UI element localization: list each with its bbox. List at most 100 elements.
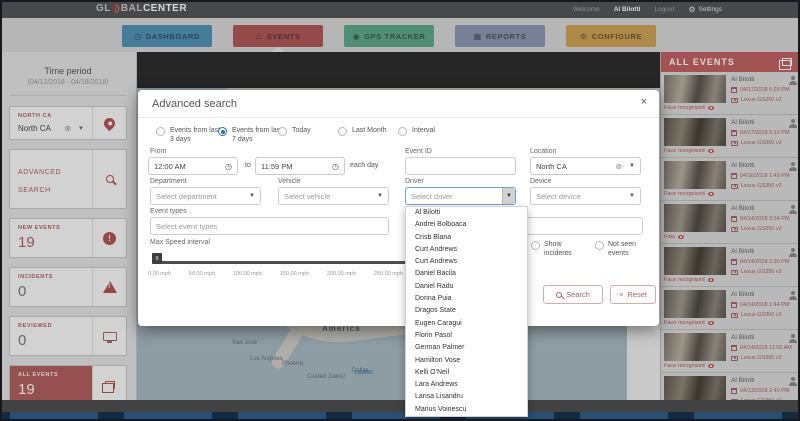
incidents-card[interactable]: INCIDENTS 0 bbox=[9, 267, 127, 307]
advanced-search-icon-box[interactable] bbox=[92, 150, 126, 208]
event-id-input[interactable] bbox=[405, 157, 516, 175]
clear-icon[interactable]: ⊗ bbox=[64, 124, 72, 133]
close-icon[interactable]: × bbox=[640, 96, 647, 108]
department-select[interactable]: Select department ▼ bbox=[150, 187, 261, 205]
radio-events-3-days[interactable]: Events from last 3 days bbox=[156, 126, 222, 145]
not-seen-label: Not seen events bbox=[608, 241, 637, 258]
tab-configure[interactable]: ⚙ CONFIGURE bbox=[566, 25, 656, 47]
calendar-icon bbox=[731, 302, 737, 308]
driver-option[interactable]: Dorina Puia bbox=[415, 295, 452, 303]
location-card-label: NORTH CA bbox=[18, 113, 52, 119]
clock-icon[interactable]: ◷ bbox=[332, 161, 339, 171]
from-label: From bbox=[150, 148, 167, 155]
radio-circle bbox=[595, 241, 604, 250]
radio-last-month[interactable]: Last Month bbox=[338, 126, 387, 136]
eye-icon bbox=[707, 364, 714, 368]
driver-option[interactable]: Daniel Bacila bbox=[415, 270, 456, 278]
user-icon bbox=[788, 377, 797, 386]
driver-option[interactable]: Eugen Caragui bbox=[415, 319, 462, 327]
vehicle-select[interactable]: Select vehicle ▼ bbox=[278, 187, 389, 205]
from-time-input[interactable]: 12:00 AM ◷ bbox=[148, 157, 238, 175]
driver-select[interactable]: Select driver ▼ bbox=[405, 187, 516, 205]
slider-min-handle[interactable]: 0 bbox=[152, 253, 162, 264]
events-list: Face recognized Al Bilotti 04/17/2018 5:… bbox=[661, 72, 800, 400]
username[interactable]: Al Bilotti bbox=[613, 5, 641, 13]
driver-option[interactable]: Andrei Bolboaca bbox=[415, 221, 467, 229]
logout-link[interactable]: Logout bbox=[654, 5, 675, 13]
event-thumbnail[interactable] bbox=[664, 161, 726, 189]
event-list-item[interactable]: Face recognized Al Bilotti 04/14/2018 2:… bbox=[661, 244, 800, 287]
location-select[interactable]: North CA ⊗ ▼ bbox=[530, 157, 641, 175]
event-thumbnail[interactable] bbox=[664, 118, 726, 146]
driver-option[interactable]: Kelli O'Neil bbox=[415, 368, 450, 376]
driver-option[interactable]: Dragos State bbox=[415, 307, 456, 315]
all-events-card[interactable]: ALL EVENTS 19 bbox=[9, 365, 127, 405]
driver-option[interactable]: Marius Voinescu bbox=[415, 405, 467, 413]
driver-option[interactable]: Daniel Radu bbox=[415, 282, 454, 290]
event-thumbnail[interactable] bbox=[664, 290, 726, 318]
new-events-card[interactable]: NEW EVENTS 19 bbox=[9, 218, 127, 258]
advanced-search-card[interactable]: ADVANCED SEARCH bbox=[9, 149, 127, 209]
event-driver-name: Al Bilotti bbox=[731, 162, 755, 169]
tab-dashboard[interactable]: ◷ DASHBOARD bbox=[122, 25, 212, 47]
chevron-down-icon[interactable]: ▼ bbox=[78, 125, 84, 132]
time-period-range: (04/12/2018 - 04/18/2018) bbox=[27, 79, 109, 86]
nav-bar: ◷ DASHBOARD ⚠ EVENTS ◉ GPS TRACKER ▦ REPORTS… bbox=[0, 18, 800, 52]
location-select[interactable]: North CA ⊗ ▼ bbox=[18, 124, 84, 133]
to-time-input[interactable]: 11:59 PM ◷ bbox=[255, 157, 345, 175]
slider-tick-label: 0.00 mph bbox=[148, 271, 171, 277]
driver-option[interactable]: Crisb Blana bbox=[415, 233, 452, 241]
not-seen-radio[interactable] bbox=[595, 240, 604, 250]
event-thumbnail[interactable] bbox=[664, 75, 726, 103]
chevron-down-icon[interactable]: ▼ bbox=[502, 188, 515, 204]
show-incidents-radio[interactable] bbox=[531, 240, 540, 250]
event-list-item[interactable]: Face recognized Al Bilotti 04/13/2018 2:… bbox=[661, 373, 800, 400]
driver-option[interactable]: Curt Andrews bbox=[415, 258, 458, 266]
event-list-item[interactable]: Face recognized Al Bilotti 04/16/2018 1:… bbox=[661, 158, 800, 201]
reset-button[interactable]: × Reset bbox=[610, 285, 656, 304]
device-select[interactable]: Select device ▼ bbox=[530, 187, 641, 205]
event-driver-name: Al Bilotti bbox=[731, 334, 755, 341]
tab-events[interactable]: ⚠ EVENTS bbox=[233, 25, 323, 52]
map-attribution[interactable]: Leaflet bbox=[355, 370, 374, 376]
clear-icon[interactable]: ⊗ bbox=[615, 161, 623, 171]
driver-option[interactable]: Larisa Lisandru bbox=[415, 393, 463, 401]
radio-interval[interactable]: Interval bbox=[398, 126, 435, 136]
event-list-item[interactable]: Face recognized Al Bilotti 04/14/2018 1:… bbox=[661, 287, 800, 330]
reviewed-count: 0 bbox=[18, 332, 27, 349]
tab-reports[interactable]: ▦ REPORTS bbox=[455, 25, 545, 47]
event-list-item[interactable]: Fata Al Bilotti 04/14/2018 3:34 PM Lexus… bbox=[661, 201, 800, 244]
search-icon bbox=[105, 175, 114, 183]
panel-action-icon[interactable] bbox=[779, 58, 792, 70]
search-button[interactable]: Search bbox=[543, 285, 603, 304]
event-thumbnail[interactable] bbox=[664, 247, 726, 275]
driver-option[interactable]: Hamilton Vose bbox=[415, 356, 461, 364]
event-list-item[interactable]: Face recognized Al Bilotti 04/17/2018 5:… bbox=[661, 72, 800, 115]
map-label-city: Los Angeles bbox=[250, 356, 283, 362]
location-icon-box[interactable] bbox=[92, 107, 126, 139]
radio-today[interactable]: Today bbox=[278, 126, 311, 136]
driver-option[interactable]: Curt Andrews bbox=[415, 245, 458, 253]
event-device: Lexus GS350 v2 bbox=[731, 355, 782, 361]
tab-gps-tracker[interactable]: ◉ GPS TRACKER bbox=[344, 25, 434, 47]
chevron-down-icon: ▼ bbox=[249, 193, 255, 199]
advanced-search-modal: Advanced search × Events from last 3 day… bbox=[138, 90, 659, 326]
event-types-input[interactable]: Select event types bbox=[150, 217, 389, 235]
driver-option[interactable]: Al Bilotti bbox=[415, 209, 441, 216]
event-thumbnail[interactable] bbox=[664, 376, 726, 400]
event-list-item[interactable]: Face recognized Al Bilotti 04/17/2018 5:… bbox=[661, 115, 800, 158]
slider-tick-label: 150.00 mph bbox=[279, 271, 309, 277]
driver-option[interactable]: Florin Pasol bbox=[415, 331, 452, 339]
eye-icon bbox=[707, 192, 714, 196]
event-thumbnail[interactable] bbox=[664, 204, 726, 232]
driver-option[interactable]: Lara Andrews bbox=[415, 381, 458, 389]
event-thumbnail[interactable] bbox=[664, 333, 726, 361]
reviewed-card[interactable]: REVIEWED 0 bbox=[9, 316, 127, 356]
settings-link[interactable]: ⚙ Settings bbox=[688, 4, 722, 14]
speed-slider-track[interactable] bbox=[154, 261, 446, 264]
radio-circle bbox=[156, 127, 165, 136]
driver-option[interactable]: German Palmer bbox=[415, 344, 465, 352]
radio-events-7-days[interactable]: Events from last 7 days bbox=[218, 126, 284, 145]
clock-icon[interactable]: ◷ bbox=[225, 161, 232, 171]
event-list-item[interactable]: Face recognized Al Bilotti 04/14/2018 11… bbox=[661, 330, 800, 373]
